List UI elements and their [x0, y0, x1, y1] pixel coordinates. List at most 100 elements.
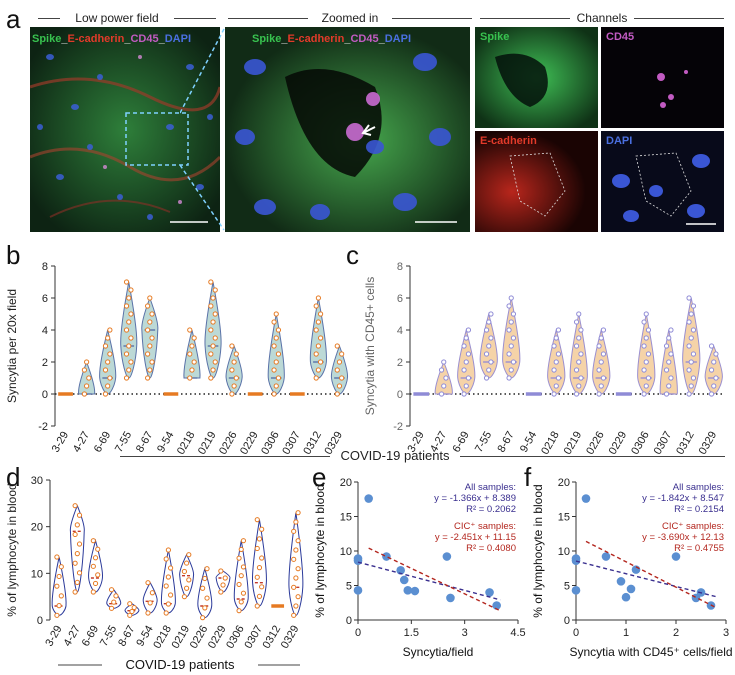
data-point [508, 367, 514, 373]
data-point [240, 590, 247, 596]
data-point [210, 319, 216, 325]
y-tick-label: 0 [37, 615, 43, 627]
data-point [645, 327, 652, 333]
category-label: 0218 [175, 430, 198, 457]
data-point [76, 541, 83, 547]
data-point [688, 335, 694, 341]
data-point [238, 599, 244, 605]
data-point [551, 391, 557, 397]
annotation-cic-title: CIC⁺ samples: [662, 521, 724, 532]
scatter-point [442, 552, 452, 561]
data-point [483, 375, 490, 381]
data-point [145, 327, 151, 333]
scatter-point [382, 552, 391, 561]
chart-lymphocyte-vs-syncytia: 0 5 10 15 20 0 1.5 3 4.5 Syncytia/field % of lymph… [313, 477, 526, 659]
data-point [273, 383, 279, 389]
data-point [686, 391, 692, 397]
panel-letter-d: d [6, 462, 21, 492]
data-point [210, 367, 216, 373]
data-point [187, 375, 193, 381]
category-label: 6-69 [80, 624, 101, 649]
data-point [72, 560, 78, 566]
y-tick-label: 30 [31, 475, 43, 487]
spike-channel-image [475, 27, 598, 128]
data-point [645, 375, 652, 381]
scatter-point [353, 586, 363, 595]
data-point [555, 375, 562, 381]
data-point [483, 351, 490, 357]
chart-lymphocyte-vs-syncytia-cd45: 0 5 10 15 20 0 1 2 3 Syncytia with CD45⁺ cells/fi… [531, 477, 733, 659]
data-point [76, 570, 83, 576]
data-point [666, 335, 672, 341]
data-point [108, 587, 115, 593]
data-point [465, 327, 472, 333]
data-point [229, 367, 235, 373]
y-tick-label: 20 [31, 522, 43, 534]
category-label: 0307 [242, 624, 265, 651]
data-point [123, 375, 130, 381]
annotation-all-equation: y = -1.366x + 8.389 [434, 493, 516, 504]
panel-letter-a: a [6, 4, 21, 34]
data-point [555, 327, 562, 333]
y-axis-label: % of lymphocyte in blood [5, 483, 19, 616]
data-point [165, 547, 171, 553]
data-point [105, 335, 111, 341]
y-tick-label: 20 [340, 477, 352, 489]
data-point [600, 327, 607, 333]
scatter-point [581, 494, 591, 503]
annotation-cic-r2: R² = 0.4755 [674, 543, 724, 554]
annotation-cic-equation: y = -3.690x + 12.13 [642, 532, 724, 543]
data-point [184, 560, 190, 566]
data-point [184, 585, 190, 591]
data-point [240, 564, 247, 570]
x-tick-label: 0 [355, 627, 361, 639]
category-label: 8-67 [116, 624, 137, 649]
data-point [210, 295, 216, 301]
x-axis-label: Syncytia with CD45⁺ cells/field [569, 645, 732, 659]
data-point [131, 604, 137, 611]
data-point [666, 359, 672, 365]
data-point [313, 351, 319, 357]
data-point [273, 335, 279, 341]
category-label: 7-55 [113, 430, 134, 455]
data-point [315, 295, 321, 301]
shared-xlabel-rule [120, 456, 330, 457]
data-point [128, 311, 134, 317]
dapi-channel-image [601, 131, 724, 232]
data-point [576, 311, 582, 317]
data-point [187, 327, 193, 333]
category-label: 0329 [697, 430, 720, 457]
data-point [711, 383, 717, 389]
data-point [123, 303, 130, 309]
data-point [293, 547, 299, 553]
data-point [200, 585, 206, 591]
category-label: 0219 [562, 430, 585, 457]
data-point [84, 383, 90, 389]
annotation-all-title: All samples: [465, 482, 516, 493]
data-point [208, 375, 214, 381]
category-label: 9-54 [155, 430, 176, 455]
data-point [291, 556, 297, 562]
data-point [208, 351, 214, 357]
data-point [90, 538, 96, 544]
data-point [313, 303, 319, 309]
data-point [58, 593, 64, 599]
panel-letter-f: f [524, 462, 532, 492]
data-point [126, 367, 132, 373]
chart-lymphocyte-by-patient: 0 10 20 30 % of lymphocyte in blood 3-294-276… [5, 475, 304, 672]
data-point [54, 554, 60, 560]
data-point [231, 359, 237, 365]
data-point [236, 555, 242, 561]
data-point [163, 610, 169, 616]
y-axis-label: % of lymphocyte in blood [531, 484, 545, 617]
section-title-channels: Channels [576, 11, 628, 25]
zoom-connector [180, 28, 225, 231]
data-point [107, 327, 113, 333]
data-point [293, 519, 299, 525]
data-point [129, 608, 135, 615]
data-point [128, 359, 134, 365]
data-point [488, 311, 494, 317]
data-point [165, 574, 171, 580]
y-tick-label: 10 [31, 568, 43, 580]
scatter-point [396, 566, 405, 575]
